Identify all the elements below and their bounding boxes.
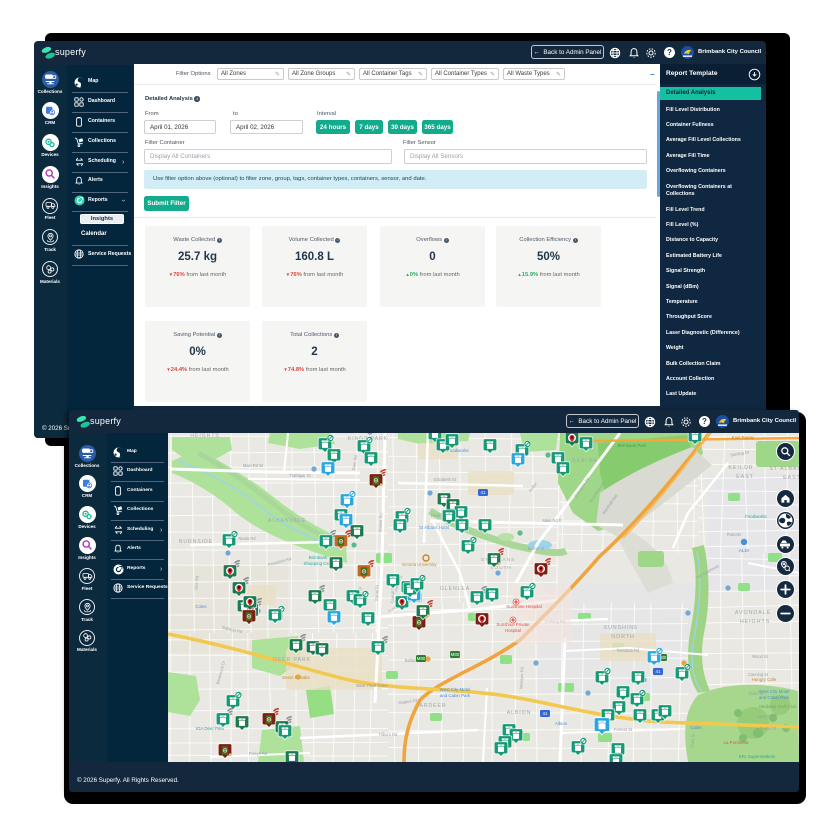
svg-text:Keilor: Keilor — [528, 481, 539, 493]
svg-text:St Albans Hotel: St Albans Hotel — [419, 525, 449, 530]
svg-text:AVONDALE: AVONDALE — [735, 610, 771, 616]
svg-text:Kunal St: Kunal St — [374, 584, 380, 601]
svg-text:41: 41 — [655, 669, 661, 674]
svg-text:KEALBA: KEALBA — [572, 458, 598, 464]
svg-text:Elizabeth St: Elizabeth St — [434, 477, 457, 482]
svg-text:Medway Golf Club: Medway Golf Club — [759, 704, 797, 709]
svg-text:ALDI: ALDI — [739, 548, 750, 554]
svg-text:41: 41 — [480, 490, 486, 495]
svg-text:and Cabin Park: and Cabin Park — [440, 693, 471, 698]
svg-text:Ballarat Rd: Ballarat Rd — [405, 658, 426, 663]
svg-text:BURNSIDE: BURNSIDE — [179, 539, 213, 545]
svg-text:Radio St: Radio St — [760, 726, 777, 731]
svg-text:Brimbank Park: Brimbank Park — [618, 443, 648, 448]
svg-text:Forrest St: Forrest St — [614, 727, 633, 732]
svg-text:Victoria University: Victoria University — [401, 562, 437, 567]
svg-text:Belfort St: Belfort St — [528, 546, 546, 551]
svg-text:Sterling Dr: Sterling Dr — [730, 449, 751, 457]
svg-text:Sunshine Private: Sunshine Private — [496, 622, 530, 627]
svg-text:EAST: EAST — [783, 475, 799, 481]
svg-text:Westwood Dr: Westwood Dr — [215, 660, 226, 686]
svg-text:Duke St: Duke St — [689, 733, 695, 749]
svg-text:Duke St: Duke St — [749, 691, 764, 696]
svg-text:Gire Rd: Gire Rd — [193, 575, 199, 590]
svg-text:Gum Rd: Gum Rd — [351, 454, 359, 471]
svg-text:DEER PARK: DEER PARK — [273, 657, 311, 663]
svg-text:NORTH: NORTH — [611, 634, 635, 640]
svg-text:Radnor Dr: Radnor Dr — [398, 698, 418, 706]
svg-text:41: 41 — [542, 711, 548, 716]
svg-text:Coles: Coles — [690, 725, 702, 730]
svg-text:Wood St: Wood St — [752, 654, 768, 659]
svg-text:McIntyre Rd: McIntyre Rd — [518, 666, 524, 689]
svg-text:M80: M80 — [658, 655, 667, 660]
svg-text:Shopping Centre: Shopping Centre — [304, 561, 338, 566]
svg-text:Tilburn Rd: Tilburn Rd — [379, 732, 398, 737]
svg-text:Coles: Coles — [195, 604, 207, 609]
svg-text:HEIGHTS: HEIGHTS — [190, 433, 219, 439]
svg-text:IGA Deer Park: IGA Deer Park — [196, 726, 225, 731]
svg-text:Hospital: Hospital — [505, 628, 521, 633]
svg-text:Brimbank: Brimbank — [309, 555, 328, 560]
svg-text:KFL Supermarkets: KFL Supermarkets — [739, 754, 776, 759]
svg-text:ALBION: ALBION — [507, 710, 531, 716]
svg-text:EAST: EAST — [736, 474, 754, 480]
svg-text:GLENLEA: GLENLEA — [440, 586, 470, 592]
svg-text:West City Motel: West City Motel — [440, 687, 471, 692]
svg-text:Macey Ave: Macey Ave — [758, 712, 779, 720]
svg-text:West City Motel: West City Motel — [759, 689, 790, 694]
svg-text:ALBANVALE: ALBANVALE — [268, 518, 306, 524]
svg-text:ST ALBANS: ST ALBANS — [769, 466, 799, 472]
svg-text:HEIGHTS: HEIGHTS — [740, 619, 770, 625]
svg-text:Roberts: Roberts — [727, 532, 741, 537]
svg-text:Main Rd E: Main Rd E — [542, 518, 561, 523]
svg-text:Sunshine Hospital: Sunshine Hospital — [506, 604, 541, 609]
svg-text:ARDEER: ARDEER — [419, 703, 446, 709]
svg-text:Farndala Rd: Farndala Rd — [617, 648, 640, 653]
svg-text:Carroll St: Carroll St — [390, 585, 396, 603]
svg-text:Foleys Rd: Foleys Rd — [249, 751, 268, 756]
svg-text:Ballarat Rd: Ballarat Rd — [222, 625, 244, 634]
svg-text:Foodworks: Foodworks — [745, 514, 767, 519]
svg-text:East Pantry: East Pantry — [732, 435, 755, 440]
svg-text:SOUTH: SOUTH — [490, 565, 511, 571]
svg-text:Hungry Cafe: Hungry Cafe — [752, 677, 777, 682]
svg-text:Neala Rd: Neala Rd — [238, 536, 256, 541]
svg-text:SUNSHINE: SUNSHINE — [603, 625, 638, 631]
svg-text:M80: M80 — [417, 656, 426, 661]
svg-text:Deer Park Hotel: Deer Park Hotel — [356, 683, 387, 688]
svg-text:President Rd: President Rd — [268, 556, 293, 567]
svg-text:Albion: Albion — [555, 721, 568, 726]
svg-text:Foodworks: Foodworks — [447, 448, 469, 453]
svg-text:La Porchetta: La Porchetta — [724, 740, 749, 745]
svg-text:Station Rd: Station Rd — [378, 513, 384, 533]
svg-text:Main Rd W: Main Rd W — [243, 463, 263, 468]
svg-text:M80: M80 — [451, 652, 460, 657]
svg-text:Canning St: Canning St — [748, 672, 769, 677]
svg-text:Trafalgar St: Trafalgar St — [289, 473, 311, 478]
svg-text:Hook St: Hook St — [431, 513, 446, 518]
svg-text:KEILOR: KEILOR — [728, 465, 753, 471]
svg-text:and Cabin Park: and Cabin Park — [759, 695, 790, 700]
